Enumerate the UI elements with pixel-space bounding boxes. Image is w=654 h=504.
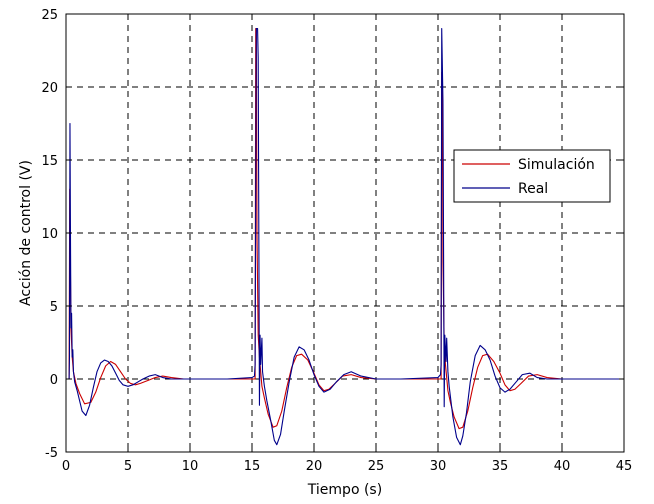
legend-label-real: Real (518, 181, 548, 197)
x-tick-label: 40 (554, 459, 571, 474)
series-group (66, 28, 624, 446)
y-tick-label: 5 (50, 300, 58, 315)
x-tick-label: 5 (124, 459, 132, 474)
legend: Simulación Real (453, 149, 611, 203)
y-tick-labels: -5 0 5 10 15 20 25 (41, 8, 58, 461)
series-line-real (66, 28, 624, 446)
x-tick-label: 10 (182, 459, 199, 474)
y-tick-label: -5 (45, 446, 58, 461)
x-tick-label: 20 (306, 459, 323, 474)
x-tick-label: 25 (368, 459, 385, 474)
axis-ticks (65, 13, 625, 453)
x-axis-title: Tiempo (s) (307, 482, 382, 498)
y-tick-label: 10 (41, 227, 58, 242)
legend-label-simulacion: Simulación (518, 157, 595, 173)
y-tick-label: 25 (41, 8, 58, 23)
x-tick-label: 30 (430, 459, 447, 474)
x-tick-label: 0 (62, 459, 70, 474)
y-tick-label: 20 (41, 81, 58, 96)
y-axis-title: Acción de control (V) (18, 160, 34, 306)
x-tick-label: 15 (244, 459, 261, 474)
x-tick-label: 35 (492, 459, 509, 474)
y-tick-label: 15 (41, 154, 58, 169)
y-tick-label: 0 (50, 373, 58, 388)
legend-box (453, 149, 611, 203)
x-tick-labels: 0 5 10 15 20 25 30 35 40 45 (62, 459, 632, 474)
x-tick-label: 45 (616, 459, 633, 474)
